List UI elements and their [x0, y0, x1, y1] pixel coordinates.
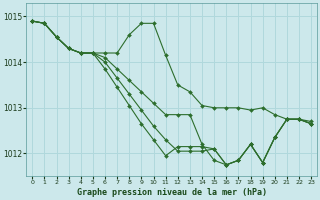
- X-axis label: Graphe pression niveau de la mer (hPa): Graphe pression niveau de la mer (hPa): [77, 188, 267, 197]
